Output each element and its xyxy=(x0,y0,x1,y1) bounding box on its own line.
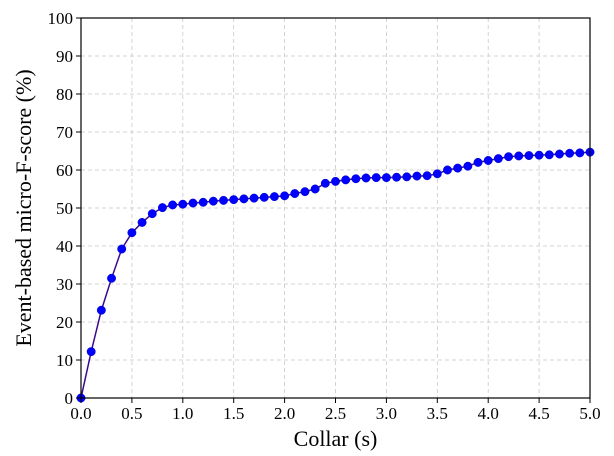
x-axis-label: Collar (s) xyxy=(294,426,378,451)
y-tick-label: 60 xyxy=(56,161,73,180)
x-tick-label: 4.5 xyxy=(528,404,549,423)
data-point xyxy=(575,148,585,158)
y-tick-label: 30 xyxy=(56,275,73,294)
x-tick-label: 3.5 xyxy=(427,404,448,423)
data-point xyxy=(157,203,167,213)
y-tick-label: 50 xyxy=(56,199,73,218)
data-point xyxy=(300,187,310,197)
data-point xyxy=(453,163,463,173)
data-point xyxy=(351,174,361,184)
data-point xyxy=(198,197,208,207)
data-point xyxy=(331,176,340,186)
data-point xyxy=(432,169,442,179)
data-point xyxy=(381,173,391,183)
data-point xyxy=(463,161,473,171)
axis-ticks: 0.0 0.5 1.0 1.5 2.0 2.5 3.0 3.5 4.0 4.5 5.0 0 10 20 30… xyxy=(48,9,601,423)
y-tick-label: 70 xyxy=(56,123,73,142)
x-tick-label: 1.5 xyxy=(223,404,244,423)
x-tick-label: 4.0 xyxy=(478,404,499,423)
data-point xyxy=(361,173,371,183)
data-point xyxy=(392,172,402,182)
y-axis-label: Event-based micro-F-score (%) xyxy=(11,69,36,346)
data-point xyxy=(544,150,554,160)
grid xyxy=(80,17,591,399)
data-point xyxy=(239,194,249,204)
data-point xyxy=(208,196,218,206)
data-point xyxy=(422,171,432,181)
y-tick-label: 40 xyxy=(56,237,73,256)
data-point xyxy=(86,347,96,357)
data-point xyxy=(514,151,524,161)
data-point xyxy=(290,189,300,199)
y-tick-label: 20 xyxy=(56,313,73,332)
data-point xyxy=(168,200,178,210)
x-tick-label: 2.5 xyxy=(325,404,346,423)
data-point xyxy=(178,199,188,209)
data-point xyxy=(249,193,259,203)
data-point xyxy=(565,148,575,158)
data-point xyxy=(524,151,534,161)
data-point xyxy=(310,184,320,194)
x-tick-label: 3.0 xyxy=(376,404,397,423)
y-tick-label: 80 xyxy=(56,85,73,104)
data-point xyxy=(229,195,239,205)
x-tick-label: 0.5 xyxy=(121,404,142,423)
data-point xyxy=(219,195,228,205)
data-point xyxy=(137,217,147,227)
data-point xyxy=(117,244,127,254)
y-tick-label: 10 xyxy=(56,351,73,370)
data-point xyxy=(96,305,106,315)
data-point xyxy=(443,165,452,175)
x-tick-label: 2.0 xyxy=(274,404,295,423)
data-point xyxy=(371,173,381,183)
data-point xyxy=(402,172,412,182)
data-point xyxy=(147,209,157,219)
y-tick-label: 100 xyxy=(48,9,74,28)
data-point xyxy=(280,191,290,201)
data-point xyxy=(534,150,544,160)
data-point xyxy=(473,157,483,167)
data-point xyxy=(259,192,269,202)
x-tick-label: 5.0 xyxy=(579,404,600,423)
data-point xyxy=(127,228,137,238)
y-tick-label: 90 xyxy=(56,47,73,66)
data-point xyxy=(320,178,330,188)
data-point xyxy=(188,198,198,208)
y-tick-label: 0 xyxy=(65,389,74,408)
data-point xyxy=(269,192,279,202)
data-point xyxy=(341,175,351,185)
x-tick-label: 0.0 xyxy=(70,404,91,423)
data-point xyxy=(412,171,422,181)
data-point xyxy=(555,149,564,159)
x-tick-label: 1.0 xyxy=(172,404,193,423)
data-point xyxy=(504,152,514,162)
data-point xyxy=(493,154,503,164)
series-layer xyxy=(76,147,595,403)
data-point xyxy=(483,156,493,165)
data-point xyxy=(107,273,116,283)
